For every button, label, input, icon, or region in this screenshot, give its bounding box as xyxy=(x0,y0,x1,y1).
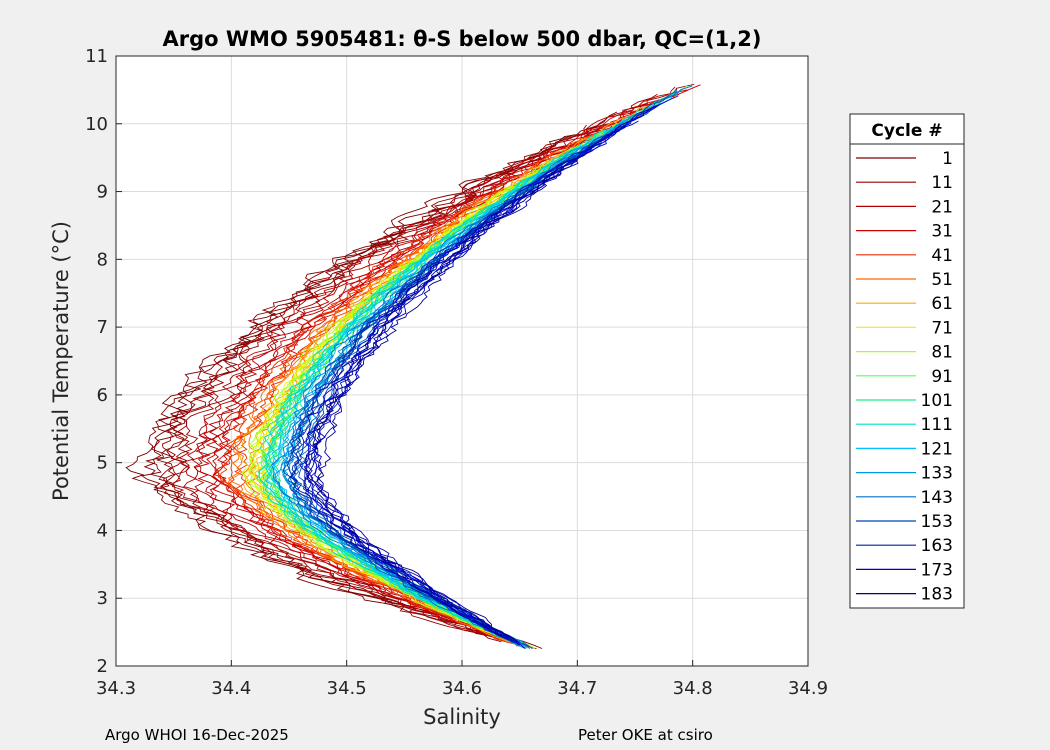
series-line-21 xyxy=(179,94,680,644)
footer-source: Argo WHOI 16-Dec-2025 xyxy=(105,726,289,744)
x-ticks: 34.3 34.4 34.5 34.6 34.7 34.8 34.9 xyxy=(96,660,828,699)
x-tick-label: 34.9 xyxy=(788,678,828,699)
legend-label: 121 xyxy=(921,439,953,459)
legend-label: 101 xyxy=(921,391,953,411)
legend-label: 143 xyxy=(921,488,953,508)
y-tick-label: 10 xyxy=(85,114,108,135)
legend: Cycle # 11121314151617181911011111211331… xyxy=(849,113,965,609)
y-tick-label: 6 xyxy=(97,385,108,406)
series-line-1 xyxy=(150,128,600,645)
legend-label: 51 xyxy=(931,270,953,290)
legend-label: 183 xyxy=(921,585,953,605)
legend-box xyxy=(849,113,965,609)
series-line-1 xyxy=(125,134,575,637)
legend-label: 81 xyxy=(931,343,953,363)
x-tick-label: 34.5 xyxy=(327,678,367,699)
legend-label: 21 xyxy=(931,197,953,217)
series-line-111 xyxy=(258,109,640,643)
series-line-183 xyxy=(303,105,657,637)
legend-label: 153 xyxy=(921,512,953,532)
series-line-153 xyxy=(282,170,551,648)
legend-label: 41 xyxy=(931,246,953,266)
legend-label: 1 xyxy=(942,149,953,169)
legend-title: Cycle # xyxy=(871,121,942,141)
series-line-11 xyxy=(162,124,591,642)
series-line-133 xyxy=(280,88,683,643)
series-line-183 xyxy=(316,171,562,645)
y-tick-label: 2 xyxy=(97,656,108,677)
x-tick-label: 34.8 xyxy=(673,678,713,699)
x-tick-label: 34.7 xyxy=(557,678,597,699)
legend-label: 111 xyxy=(921,415,953,435)
legend-label: 91 xyxy=(931,367,953,387)
x-axis-label: Salinity xyxy=(423,705,501,729)
legend-label: 11 xyxy=(931,173,953,193)
series-line-11 xyxy=(161,147,547,643)
legend-items: 1112131415161718191101111121133143153163… xyxy=(856,149,953,605)
y-tick-label: 4 xyxy=(97,520,108,541)
series-line-31 xyxy=(213,86,676,650)
y-tick-label: 9 xyxy=(97,182,108,203)
series-line-143 xyxy=(271,154,575,650)
legend-label: 133 xyxy=(921,464,953,484)
legend-label: 71 xyxy=(931,318,953,338)
footer-author: Peter OKE at csiro xyxy=(578,726,713,744)
y-tick-label: 11 xyxy=(85,46,108,67)
y-axis-label: Potential Temperature (°C) xyxy=(49,221,73,501)
series-line-173 xyxy=(299,103,661,637)
x-tick-label: 34.4 xyxy=(211,678,251,699)
y-tick-label: 7 xyxy=(97,317,108,338)
legend-label: 173 xyxy=(921,560,953,580)
legend-label: 163 xyxy=(921,536,953,556)
legend-label: 31 xyxy=(931,222,953,242)
y-tick-label: 8 xyxy=(97,249,108,270)
series-line-183 xyxy=(313,161,577,641)
chart-title: Argo WMO 5905481: θ-S below 500 dbar, QC… xyxy=(163,27,762,51)
y-tick-label: 5 xyxy=(97,453,108,474)
legend-label: 61 xyxy=(931,294,953,314)
series-line-61 xyxy=(237,158,548,644)
x-tick-label: 34.3 xyxy=(96,678,136,699)
y-ticks: 2 3 4 5 6 7 8 9 10 11 xyxy=(85,46,122,677)
y-tick-label: 3 xyxy=(97,588,108,609)
x-tick-label: 34.6 xyxy=(442,678,482,699)
series-group xyxy=(125,83,701,650)
series-line-183 xyxy=(303,159,579,642)
